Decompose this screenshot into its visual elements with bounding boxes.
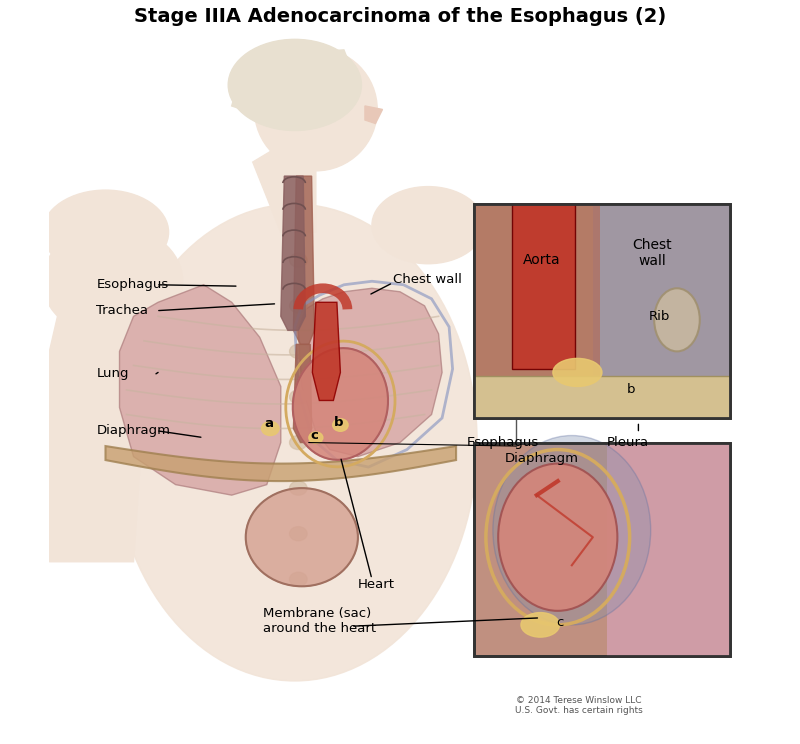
Bar — [474, 204, 730, 418]
Polygon shape — [50, 260, 147, 562]
Ellipse shape — [290, 299, 307, 312]
Ellipse shape — [113, 204, 477, 681]
Ellipse shape — [498, 464, 618, 611]
Title: Stage IIIA Adenocarcinoma of the Esophagus (2): Stage IIIA Adenocarcinoma of the Esophag… — [134, 7, 666, 26]
Polygon shape — [253, 141, 316, 232]
Text: Pleura: Pleura — [607, 435, 649, 449]
Ellipse shape — [553, 359, 602, 386]
Ellipse shape — [290, 527, 307, 541]
Text: © 2014 Terese Winslow LLC
U.S. Govt. has certain rights: © 2014 Terese Winslow LLC U.S. Govt. has… — [515, 696, 642, 715]
Ellipse shape — [290, 435, 307, 449]
Bar — [474, 204, 600, 383]
Text: Chest
wall: Chest wall — [633, 238, 672, 269]
Ellipse shape — [521, 612, 559, 637]
Ellipse shape — [254, 48, 378, 171]
Text: b: b — [334, 417, 344, 429]
Polygon shape — [294, 344, 312, 443]
Text: Rib: Rib — [649, 310, 670, 323]
Ellipse shape — [290, 344, 307, 359]
Text: Diaphragm: Diaphragm — [505, 452, 579, 465]
Bar — [474, 376, 730, 418]
Ellipse shape — [262, 422, 279, 435]
Text: Trachea: Trachea — [96, 304, 148, 317]
Polygon shape — [232, 50, 358, 120]
Ellipse shape — [246, 488, 358, 586]
Ellipse shape — [309, 432, 323, 443]
Ellipse shape — [293, 348, 388, 460]
Text: Heart: Heart — [358, 577, 395, 591]
Text: Membrane (sac)
around the heart: Membrane (sac) around the heart — [263, 607, 376, 635]
Ellipse shape — [654, 288, 700, 351]
Bar — [607, 443, 730, 656]
Text: c: c — [310, 429, 318, 442]
Text: a: a — [264, 417, 274, 430]
Text: Aorta: Aorta — [522, 253, 560, 267]
Polygon shape — [106, 446, 456, 481]
Polygon shape — [298, 288, 442, 457]
Bar — [474, 443, 730, 656]
Text: c: c — [556, 616, 564, 629]
Bar — [474, 443, 730, 656]
Ellipse shape — [493, 435, 650, 625]
Ellipse shape — [290, 481, 307, 496]
Polygon shape — [119, 285, 281, 496]
Bar — [474, 204, 730, 418]
Polygon shape — [312, 302, 340, 400]
Polygon shape — [281, 176, 306, 330]
Ellipse shape — [290, 572, 307, 586]
Ellipse shape — [290, 390, 307, 404]
Text: b: b — [627, 383, 636, 397]
Text: Lung: Lung — [96, 368, 129, 380]
Text: Diaphragm: Diaphragm — [96, 424, 170, 437]
Text: Esophagus: Esophagus — [96, 278, 169, 291]
Ellipse shape — [228, 39, 362, 130]
Ellipse shape — [372, 187, 484, 263]
Text: Esophagus: Esophagus — [466, 435, 539, 449]
Polygon shape — [294, 176, 314, 344]
Ellipse shape — [42, 225, 182, 337]
Ellipse shape — [333, 419, 348, 432]
Bar — [593, 204, 730, 418]
Polygon shape — [365, 106, 382, 124]
Text: Chest wall: Chest wall — [393, 273, 462, 286]
Ellipse shape — [290, 253, 307, 267]
Ellipse shape — [42, 190, 169, 275]
Bar — [512, 204, 575, 369]
